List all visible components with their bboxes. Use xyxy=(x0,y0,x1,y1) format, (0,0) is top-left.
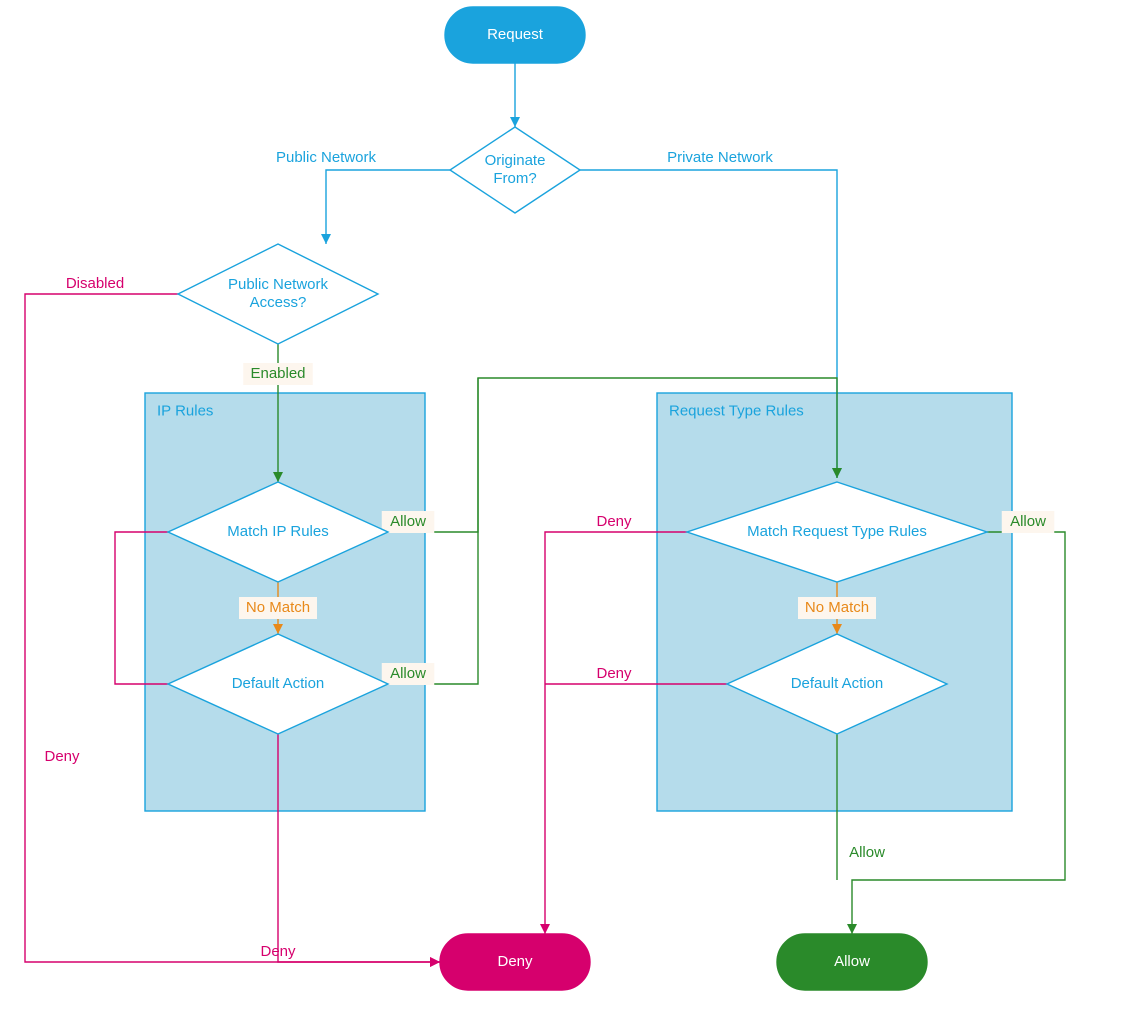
edge-label: Private Network xyxy=(667,149,773,166)
node-label-request: Request xyxy=(487,26,544,43)
node-label-pubaccess: Public Network xyxy=(228,276,329,293)
node-label-matchreq: Match Request Type Rules xyxy=(747,523,927,540)
node-label-deny: Deny xyxy=(497,953,533,970)
edge-label: Public Network xyxy=(276,149,377,166)
container-label-ip-rules: IP Rules xyxy=(157,402,213,419)
edge-1 xyxy=(326,170,450,244)
node-label-originate: Originate xyxy=(485,152,546,169)
edge-label: Deny xyxy=(44,748,80,765)
svg-text:No Match: No Match xyxy=(805,599,869,616)
svg-text:Deny: Deny xyxy=(44,748,80,765)
svg-text:Allow: Allow xyxy=(390,513,426,530)
node-request: Request xyxy=(445,7,585,63)
svg-text:Deny: Deny xyxy=(596,513,632,530)
node-label-matchip: Match IP Rules xyxy=(227,523,328,540)
edge-label: Allow xyxy=(382,511,435,533)
node-pubaccess: Public NetworkAccess? xyxy=(178,244,378,344)
node-deny: Deny xyxy=(440,934,590,990)
edge-label: Allow xyxy=(849,844,885,861)
svg-text:Private Network: Private Network xyxy=(667,149,773,166)
svg-text:Public Network: Public Network xyxy=(276,149,377,166)
svg-text:Allow: Allow xyxy=(1010,513,1046,530)
edge-label: Enabled xyxy=(243,363,313,385)
edge-label: Allow xyxy=(1002,511,1055,533)
svg-text:Disabled: Disabled xyxy=(66,275,124,292)
node-label-defip: Default Action xyxy=(232,675,325,692)
svg-text:Allow: Allow xyxy=(849,844,885,861)
edge-label: Deny xyxy=(596,665,632,682)
edge-label: Deny xyxy=(260,943,296,960)
node-label-originate: From? xyxy=(493,170,536,187)
node-label-allow: Allow xyxy=(834,953,870,970)
node-label-defreq: Default Action xyxy=(791,675,884,692)
svg-text:Enabled: Enabled xyxy=(250,365,305,382)
container-label-req-rules: Request Type Rules xyxy=(669,402,804,419)
svg-text:Deny: Deny xyxy=(596,665,632,682)
node-allow: Allow xyxy=(777,934,927,990)
edge-label: Deny xyxy=(596,513,632,530)
edge-label: No Match xyxy=(798,597,876,619)
svg-text:Deny: Deny xyxy=(260,943,296,960)
node-label-pubaccess: Access? xyxy=(250,294,307,311)
node-originate: OriginateFrom? xyxy=(450,127,580,213)
flowchart-canvas: IP Rules Request Type Rules Public Network… xyxy=(0,0,1126,1036)
svg-text:Allow: Allow xyxy=(390,665,426,682)
svg-text:No Match: No Match xyxy=(246,599,310,616)
edge-label: Allow xyxy=(382,663,435,685)
edge-label: No Match xyxy=(239,597,317,619)
edge-label: Disabled xyxy=(66,275,124,292)
